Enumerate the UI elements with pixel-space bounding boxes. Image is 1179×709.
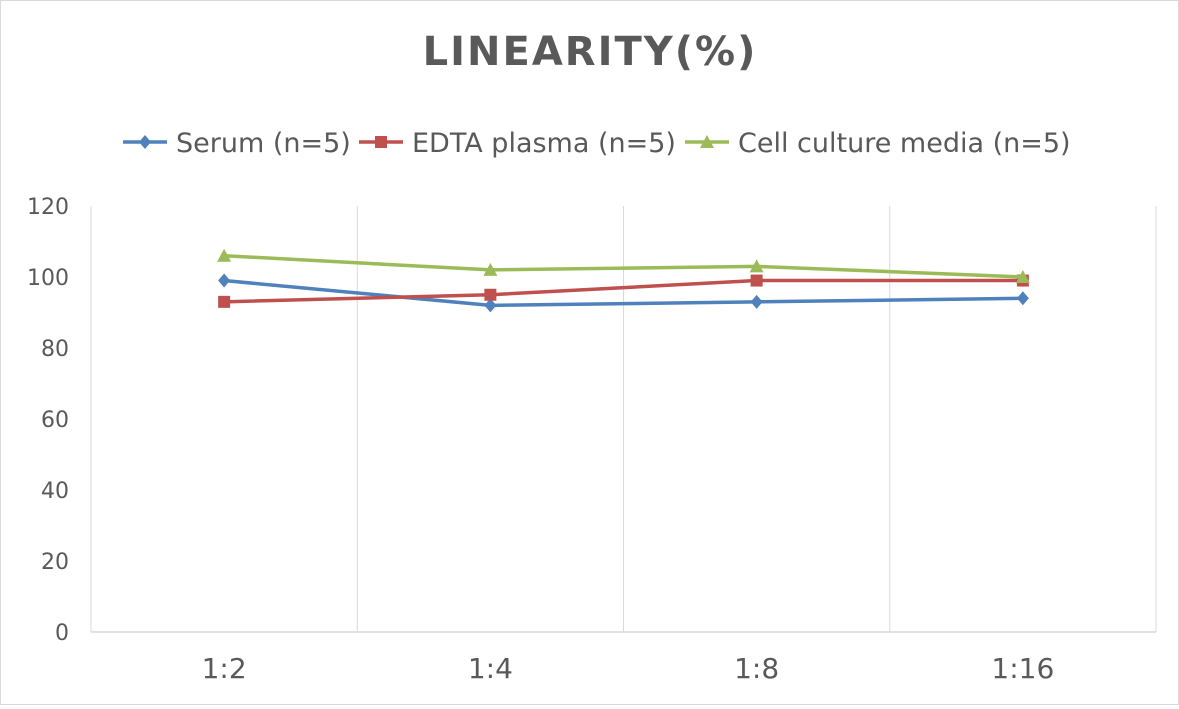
legend-item: Serum (n=5) xyxy=(123,128,351,159)
x-tick-label: 1:16 xyxy=(991,652,1054,685)
data-point xyxy=(218,273,231,288)
x-tick-label: 1:8 xyxy=(734,652,779,685)
x-tick-label: 1:2 xyxy=(202,652,247,685)
legend-marker xyxy=(139,135,151,149)
data-point xyxy=(750,274,763,287)
data-point xyxy=(217,248,232,262)
y-tick-label: 20 xyxy=(41,550,69,575)
legend-item: EDTA plasma (n=5) xyxy=(359,128,676,159)
series-cell xyxy=(217,248,1030,283)
legend-marker xyxy=(700,135,714,148)
data-point xyxy=(218,295,231,308)
legend-label: Cell culture media (n=5) xyxy=(738,128,1071,159)
chart-title: LINEARITY(%) xyxy=(423,29,758,75)
series-line xyxy=(224,278,1023,304)
series-serum xyxy=(218,273,1029,313)
x-tick-label: 1:4 xyxy=(468,652,513,685)
data-point xyxy=(484,288,497,301)
y-tick-label: 120 xyxy=(27,195,69,220)
legend: Serum (n=5) EDTA plasma (n=5) Cell culture… xyxy=(123,128,1071,159)
series-line xyxy=(224,253,1023,279)
data-point xyxy=(484,298,497,313)
data-point xyxy=(750,294,763,309)
data-point xyxy=(1016,291,1029,306)
series-group xyxy=(217,248,1030,313)
y-tick-label: 80 xyxy=(41,337,69,362)
legend-item: Cell culture media (n=5) xyxy=(685,128,1071,159)
grid xyxy=(90,206,1157,632)
legend-marker xyxy=(375,136,387,148)
axes: 0 20 40 60 80 100 120 1:2 1:4 1:8 1:16 xyxy=(27,195,1156,685)
legend-label: EDTA plasma (n=5) xyxy=(412,128,676,159)
legend-label: Serum (n=5) xyxy=(176,128,351,159)
y-tick-label: 0 xyxy=(55,621,69,646)
y-tick-label: 40 xyxy=(41,479,69,504)
y-tick-label: 100 xyxy=(27,266,69,291)
data-point xyxy=(483,262,498,276)
series-line xyxy=(223,278,1023,308)
y-tick-label: 60 xyxy=(41,408,69,433)
data-point xyxy=(749,259,764,273)
data-point xyxy=(1015,270,1030,283)
